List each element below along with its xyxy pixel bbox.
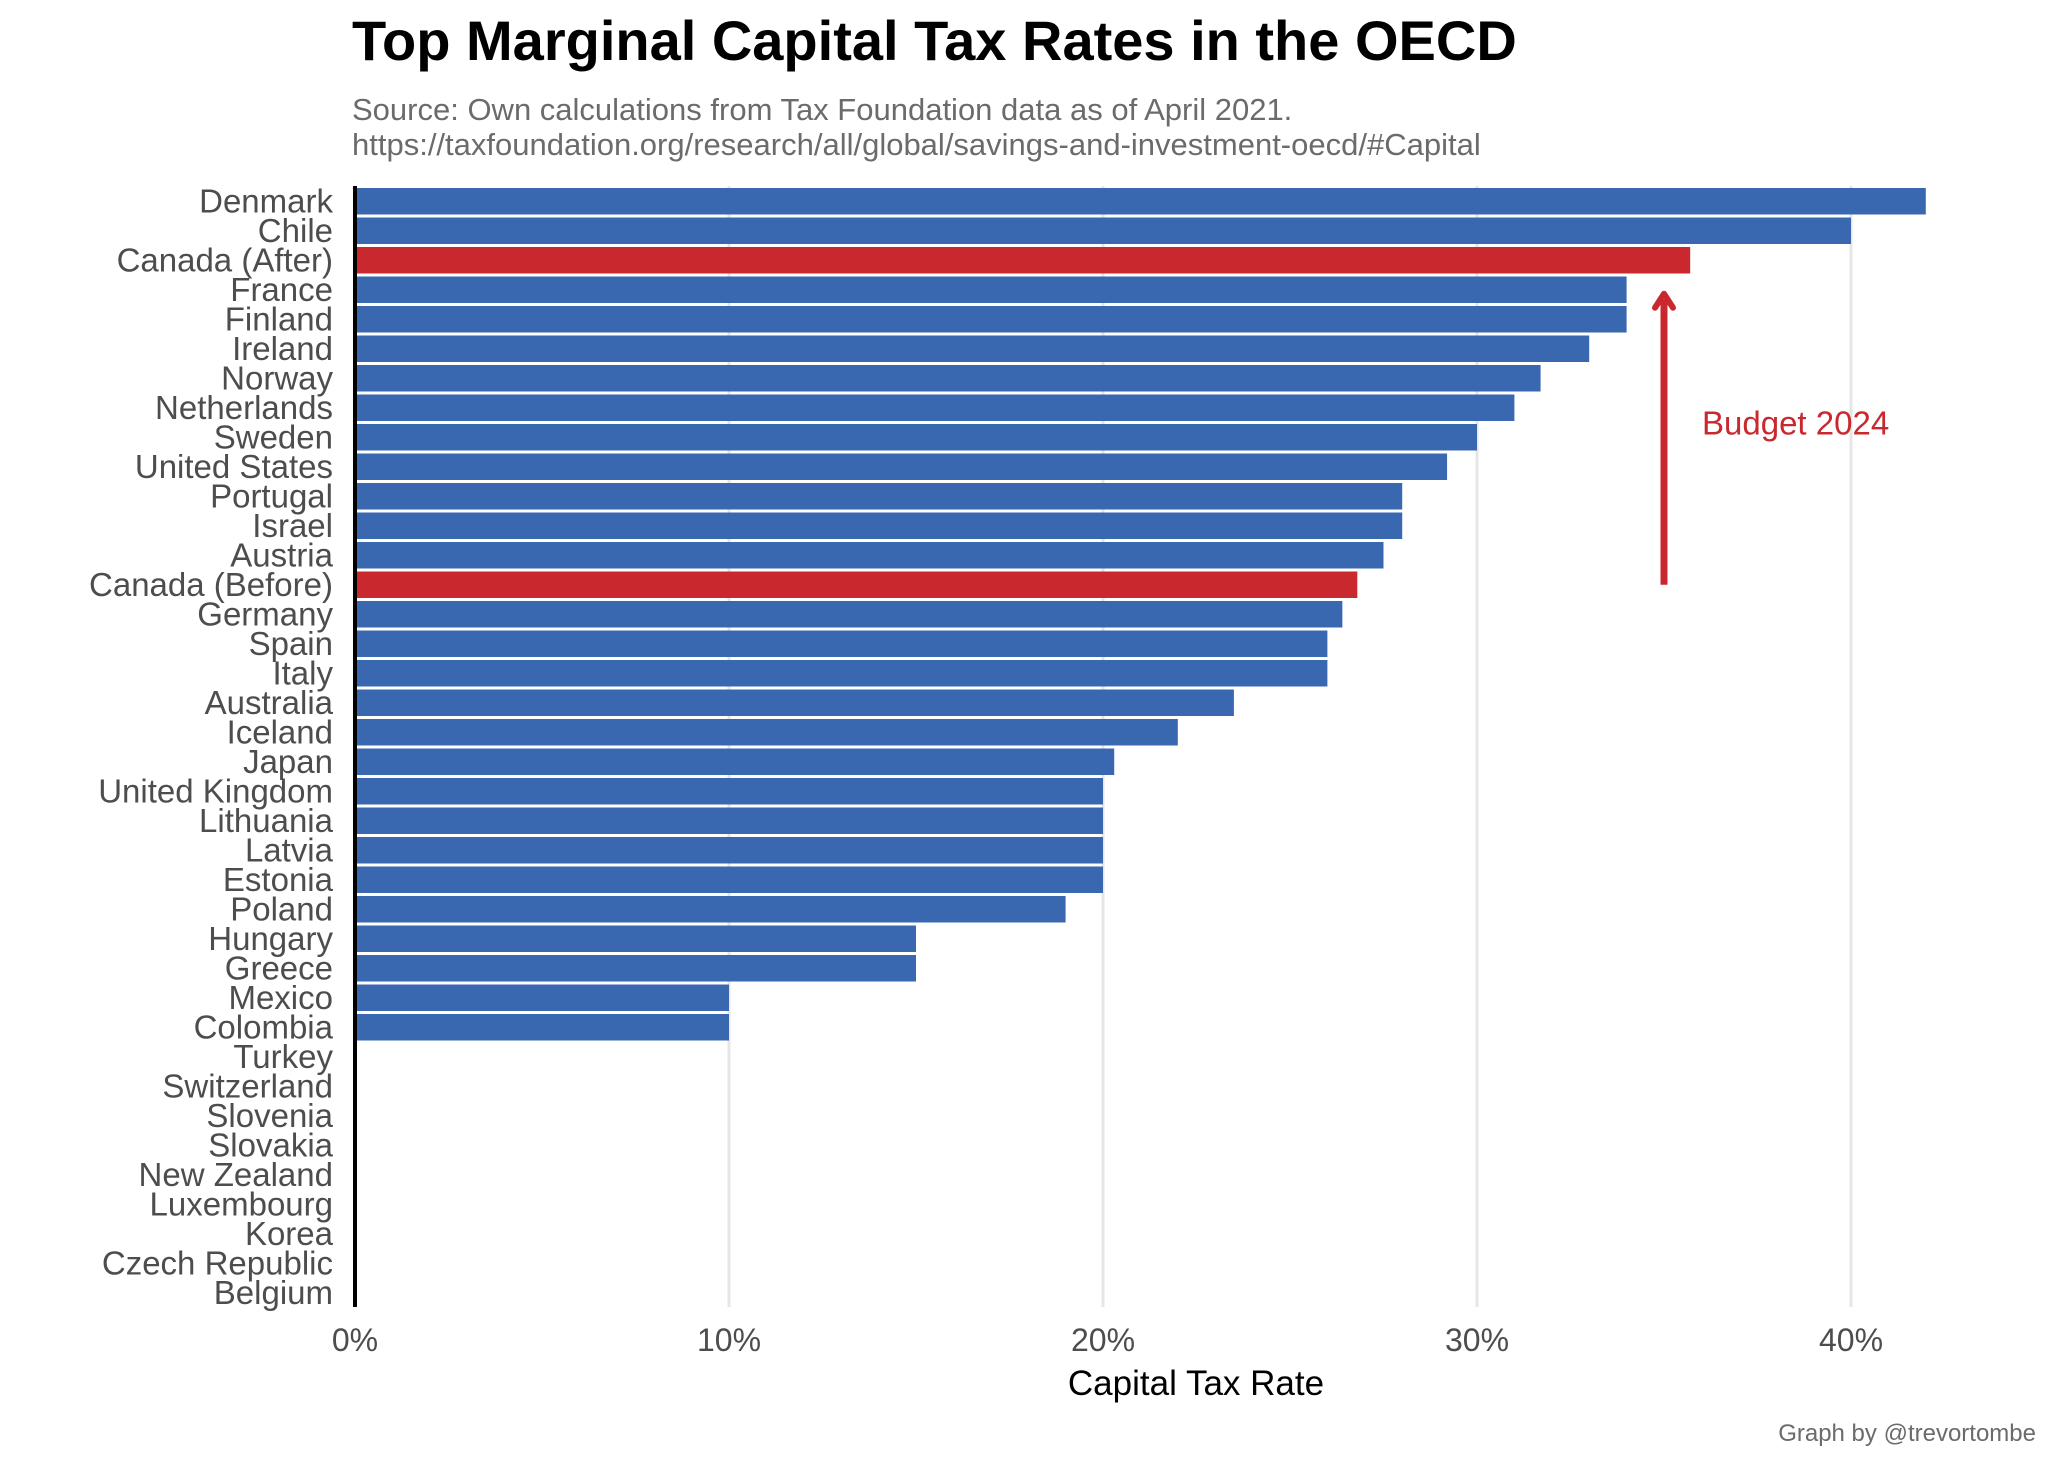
y-label-slovenia: Slovenia bbox=[206, 1097, 333, 1134]
chart-title: Top Marginal Capital Tax Rates in the OE… bbox=[352, 9, 1517, 72]
bar-portugal bbox=[355, 483, 1403, 510]
x-tick-label-0: 0% bbox=[332, 1322, 378, 1358]
x-tick-label-40: 40% bbox=[1819, 1322, 1883, 1358]
bar-japan bbox=[355, 748, 1115, 775]
y-label-chile: Chile bbox=[258, 212, 333, 249]
budget-annotation-label: Budget 2024 bbox=[1702, 404, 1889, 441]
y-label-lithuania: Lithuania bbox=[199, 802, 334, 839]
y-label-australia: Australia bbox=[205, 684, 334, 721]
y-label-finland: Finland bbox=[225, 300, 333, 337]
bar-iceland bbox=[355, 719, 1178, 746]
y-label-israel: Israel bbox=[252, 507, 333, 544]
bar-canada-before bbox=[355, 571, 1358, 598]
bar-france bbox=[355, 276, 1627, 303]
bar-united-kingdom bbox=[355, 778, 1103, 805]
bar-netherlands bbox=[355, 394, 1515, 421]
y-label-mexico: Mexico bbox=[228, 979, 333, 1016]
x-axis-title: Capital Tax Rate bbox=[1068, 1364, 1324, 1403]
y-label-united-states: United States bbox=[135, 448, 333, 485]
bar-canada-after bbox=[355, 247, 1691, 274]
bar-norway bbox=[355, 365, 1541, 392]
bar-sweden bbox=[355, 424, 1477, 451]
bar-israel bbox=[355, 512, 1403, 539]
x-tick-label-20: 20% bbox=[1071, 1322, 1135, 1358]
bar-colombia bbox=[355, 1014, 729, 1041]
y-label-poland: Poland bbox=[230, 890, 333, 927]
y-label-austria: Austria bbox=[230, 536, 333, 573]
y-label-colombia: Colombia bbox=[194, 1008, 334, 1045]
bar-australia bbox=[355, 689, 1234, 716]
chart-subtitle-url: https://taxfoundation.org/research/all/g… bbox=[352, 127, 1481, 162]
y-label-luxembourg: Luxembourg bbox=[150, 1185, 333, 1222]
y-label-turkey: Turkey bbox=[233, 1038, 333, 1075]
bar-united-states bbox=[355, 453, 1448, 480]
y-label-norway: Norway bbox=[221, 359, 333, 396]
bar-chile bbox=[355, 217, 1851, 244]
bar-ireland bbox=[355, 335, 1590, 362]
bar-spain bbox=[355, 630, 1328, 657]
bar-lithuania bbox=[355, 807, 1103, 834]
y-label-netherlands: Netherlands bbox=[155, 389, 333, 426]
y-label-canada-after: Canada (After) bbox=[117, 241, 333, 278]
y-label-ireland: Ireland bbox=[232, 330, 333, 367]
x-tick-label-10: 10% bbox=[697, 1322, 761, 1358]
y-label-italy: Italy bbox=[272, 654, 333, 691]
y-label-spain: Spain bbox=[249, 625, 333, 662]
y-label-france: France bbox=[230, 271, 333, 308]
y-label-united-kingdom: United Kingdom bbox=[98, 772, 333, 809]
bar-finland bbox=[355, 306, 1627, 333]
y-label-belgium: Belgium bbox=[214, 1274, 333, 1311]
bar-estonia bbox=[355, 866, 1103, 893]
y-label-iceland: Iceland bbox=[227, 713, 333, 750]
y-label-slovakia: Slovakia bbox=[208, 1126, 333, 1163]
bar-hungary bbox=[355, 925, 916, 952]
y-label-greece: Greece bbox=[225, 949, 333, 986]
bar-germany bbox=[355, 601, 1343, 628]
y-label-new-zealand: New Zealand bbox=[139, 1156, 333, 1193]
x-tick-label-30: 30% bbox=[1445, 1322, 1509, 1358]
y-label-latvia: Latvia bbox=[245, 831, 334, 868]
y-label-czech-republic: Czech Republic bbox=[102, 1244, 333, 1281]
y-label-sweden: Sweden bbox=[214, 418, 333, 455]
y-label-switzerland: Switzerland bbox=[162, 1067, 333, 1104]
bars bbox=[355, 188, 1926, 1041]
bar-austria bbox=[355, 542, 1384, 569]
bar-greece bbox=[355, 955, 916, 982]
graph-credit: Graph by @trevortombe bbox=[1778, 1420, 2036, 1447]
y-label-denmark: Denmark bbox=[199, 182, 333, 219]
y-label-japan: Japan bbox=[243, 743, 333, 780]
y-label-estonia: Estonia bbox=[223, 861, 334, 898]
y-label-germany: Germany bbox=[197, 595, 333, 632]
bar-denmark bbox=[355, 188, 1926, 215]
chart-subtitle-source: Source: Own calculations from Tax Founda… bbox=[352, 92, 1293, 127]
y-label-canada-before: Canada (Before) bbox=[89, 566, 333, 603]
bar-latvia bbox=[355, 837, 1103, 864]
y-label-hungary: Hungary bbox=[208, 920, 333, 957]
bar-mexico bbox=[355, 984, 729, 1011]
bar-italy bbox=[355, 660, 1328, 687]
budget-annotation: Budget 2024 bbox=[1652, 290, 1889, 585]
bar-poland bbox=[355, 896, 1066, 923]
x-axis-labels: 0% 10% 20% 30% 40% bbox=[332, 1322, 1883, 1358]
y-label-korea: Korea bbox=[245, 1215, 334, 1252]
budget-arrow-head bbox=[1652, 290, 1676, 311]
y-label-portugal: Portugal bbox=[210, 477, 333, 514]
